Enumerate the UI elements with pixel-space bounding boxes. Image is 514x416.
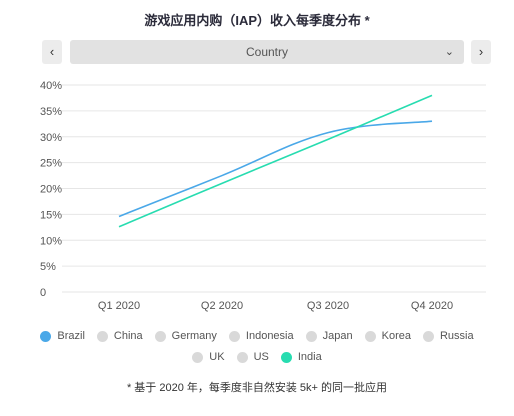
next-button[interactable]: ›	[471, 40, 491, 64]
legend-dot-icon	[154, 330, 166, 342]
legend-label: China	[113, 330, 143, 342]
y-tick-label: 15%	[40, 209, 62, 221]
legend-label: Korea	[381, 330, 411, 342]
country-select[interactable]: Country ⌄	[70, 40, 464, 64]
series-line-brazil	[118, 120, 433, 218]
footnote: * 基于 2020 年，每季度非自然安装 5k+ 的同一批应用	[126, 382, 388, 394]
country-select-value: Country	[245, 45, 289, 59]
legend: Brazil China Germany Indonesia Japan Korea Rus…	[0, 330, 514, 372]
legend-dot-icon	[40, 330, 52, 342]
legend-dot-icon	[192, 351, 204, 363]
legend-label: Indonesia	[245, 330, 294, 342]
legend-item-germany[interactable]: Germany	[154, 330, 217, 342]
legend-dot-icon	[364, 330, 376, 342]
legend-label: Brazil	[57, 330, 85, 342]
legend-label: India	[297, 351, 322, 363]
x-tick-label: Q4 2020	[411, 300, 453, 312]
legend-label: Japan	[322, 330, 353, 342]
legend-label: US	[253, 351, 269, 363]
chart-title: 游戏应用内购（IAP）收入每季度分布 *	[144, 13, 370, 28]
prev-button[interactable]: ‹	[42, 40, 62, 64]
legend-item-india[interactable]: India	[280, 351, 322, 363]
x-tick-label: Q3 2020	[307, 300, 349, 312]
legend-dot-icon	[422, 330, 434, 342]
legend-dot-icon	[96, 330, 108, 342]
y-tick-label: 30%	[40, 132, 62, 144]
legend-label: UK	[209, 351, 225, 363]
legend-item-uk[interactable]: UK	[192, 351, 225, 363]
y-tick-label: 25%	[40, 158, 62, 170]
legend-item-us[interactable]: US	[236, 351, 269, 363]
y-tick-label: 0	[40, 287, 46, 299]
legend-item-japan[interactable]: Japan	[305, 330, 353, 342]
y-tick-label: 40%	[40, 80, 62, 92]
y-tick-label: 10%	[40, 235, 62, 247]
legend-item-china[interactable]: China	[96, 330, 143, 342]
legend-item-indonesia[interactable]: Indonesia	[228, 330, 294, 342]
legend-item-brazil[interactable]: Brazil	[40, 330, 85, 342]
y-tick-label: 5%	[40, 261, 56, 273]
legend-item-korea[interactable]: Korea	[364, 330, 411, 342]
legend-row: UK US India	[0, 351, 514, 363]
y-tick-label: 20%	[40, 184, 62, 196]
legend-label: Russia	[439, 330, 474, 342]
legend-dot-icon	[305, 330, 317, 342]
series-line-india	[118, 94, 433, 228]
chevron-down-icon: ⌄	[444, 46, 454, 58]
x-tick-label: Q1 2020	[98, 300, 140, 312]
legend-dot-icon	[228, 330, 240, 342]
y-tick-label: 35%	[40, 106, 62, 118]
legend-item-russia[interactable]: Russia	[422, 330, 474, 342]
line-chart: 0 5% 10% 15% 20% 25% 30% 35% 40% Q1 2020 Q2 2020 Q3…	[40, 80, 486, 312]
x-tick-label: Q2 2020	[201, 300, 243, 312]
legend-row: Brazil China Germany Indonesia Japan Korea Rus…	[0, 330, 514, 342]
legend-label: Germany	[171, 330, 217, 342]
legend-dot-icon	[236, 351, 248, 363]
legend-dot-icon	[280, 351, 292, 363]
